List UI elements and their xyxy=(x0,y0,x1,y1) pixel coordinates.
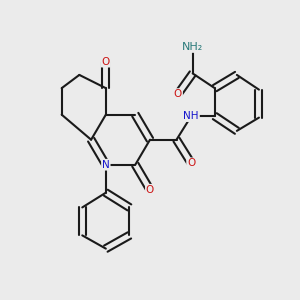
Text: O: O xyxy=(174,89,182,99)
Text: NH: NH xyxy=(184,111,199,121)
Text: O: O xyxy=(102,57,110,67)
Text: N: N xyxy=(102,160,110,170)
Text: NH₂: NH₂ xyxy=(182,42,203,52)
Text: O: O xyxy=(187,158,195,168)
Text: O: O xyxy=(146,185,154,195)
